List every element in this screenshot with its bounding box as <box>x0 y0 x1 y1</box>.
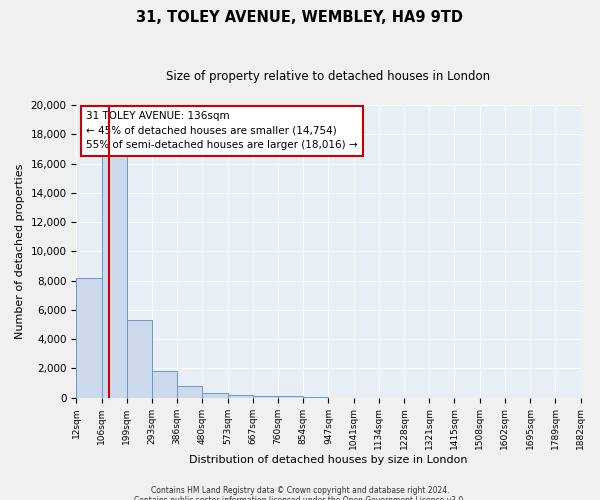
Y-axis label: Number of detached properties: Number of detached properties <box>15 164 25 339</box>
Text: 31 TOLEY AVENUE: 136sqm
← 45% of detached houses are smaller (14,754)
55% of sem: 31 TOLEY AVENUE: 136sqm ← 45% of detache… <box>86 111 358 150</box>
Bar <box>303 397 328 398</box>
Bar <box>202 393 227 398</box>
Text: Contains public sector information licensed under the Open Government Licence v3: Contains public sector information licen… <box>134 496 466 500</box>
Bar <box>227 394 253 398</box>
Bar <box>278 396 303 398</box>
Text: 31, TOLEY AVENUE, WEMBLEY, HA9 9TD: 31, TOLEY AVENUE, WEMBLEY, HA9 9TD <box>137 10 464 25</box>
Bar <box>177 386 202 398</box>
Title: Size of property relative to detached houses in London: Size of property relative to detached ho… <box>166 70 491 83</box>
Bar <box>101 156 127 398</box>
Text: Contains HM Land Registry data © Crown copyright and database right 2024.: Contains HM Land Registry data © Crown c… <box>151 486 449 495</box>
Bar <box>76 278 101 398</box>
Bar <box>127 320 152 398</box>
X-axis label: Distribution of detached houses by size in London: Distribution of detached houses by size … <box>189 455 468 465</box>
Bar <box>152 372 177 398</box>
Bar <box>253 396 278 398</box>
